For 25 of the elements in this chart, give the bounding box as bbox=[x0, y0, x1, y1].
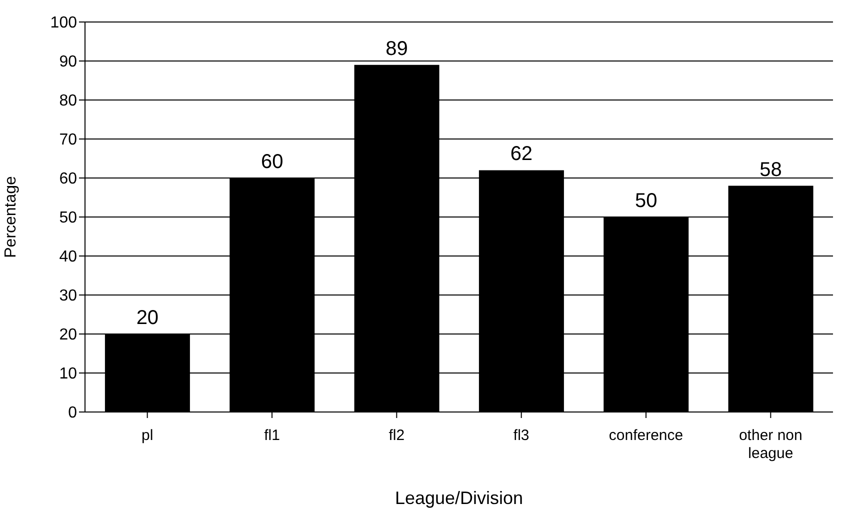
data-label: 58 bbox=[760, 158, 782, 181]
y-tick-label: 10 bbox=[59, 366, 78, 383]
y-tick-label: 30 bbox=[59, 288, 78, 305]
x-axis-title: League/Division bbox=[394, 488, 524, 508]
x-tick-label: conference bbox=[608, 427, 684, 444]
y-tick-label: 70 bbox=[59, 132, 78, 149]
x-tick-label: fl2 bbox=[388, 427, 405, 444]
y-tick-label: 90 bbox=[59, 54, 78, 71]
data-label: 60 bbox=[260, 151, 284, 173]
y-tick-label: 20 bbox=[59, 326, 78, 344]
y-tick-label: 60 bbox=[59, 170, 78, 188]
data-label: 89 bbox=[386, 38, 408, 60]
y-tick-label: 80 bbox=[59, 92, 78, 110]
y-tick-label: 50 bbox=[59, 210, 78, 227]
data-label: 62 bbox=[510, 143, 533, 166]
data-label: 20 bbox=[136, 307, 159, 329]
y-tick-label: 100 bbox=[50, 14, 78, 32]
x-tick-label: fl3 bbox=[513, 427, 530, 444]
x-tick-label: other non league bbox=[738, 427, 802, 462]
x-tick-label: fl1 bbox=[264, 427, 280, 444]
x-tick-label: pl bbox=[141, 427, 154, 444]
y-tick-label: 40 bbox=[59, 248, 78, 266]
y-axis-title: Percentage bbox=[2, 176, 20, 258]
data-label: 50 bbox=[634, 190, 658, 212]
y-tick-label: 0 bbox=[68, 404, 78, 422]
